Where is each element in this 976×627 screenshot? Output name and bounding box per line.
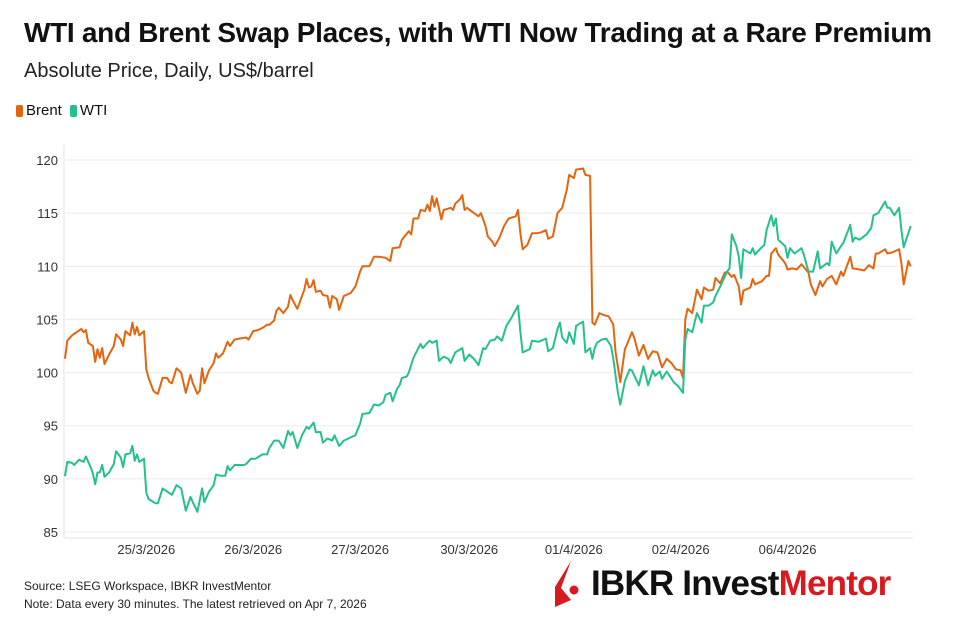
legend-label-brent: Brent [26,102,62,119]
x-tick-label: 06/4/2026 [759,542,817,557]
series-lines [64,167,912,513]
x-tick-label: 25/3/2026 [117,542,175,557]
y-tick-label: 100 [36,366,58,381]
chart-title: WTI and Brent Swap Places, with WTI Now … [24,17,932,48]
legend-swatch-wti [69,104,77,117]
x-tick-label: 27/3/2026 [331,542,389,557]
y-tick-label: 105 [36,312,58,327]
legend-item-wti[interactable]: WTI [69,102,108,119]
legend-swatch-brent [16,104,23,117]
gridlines [63,145,913,539]
y-axis-ticks: 85 90 95 100 105 110 115 120 [36,153,58,540]
y-tick-label: 95 [44,419,58,434]
logo-text-mentor: Mentor [778,564,892,603]
ibkr-logo: IBKR InvestMentor [553,561,891,607]
source-note: Source: LSEG Workspace, IBKR InvestMento… [24,579,272,593]
data-note: Note: Data every 30 minutes. The latest … [24,597,367,611]
legend-item-brent[interactable]: Brent [16,102,62,119]
x-tick-label: 02/4/2026 [652,542,710,557]
x-tick-label: 26/3/2026 [224,542,282,557]
chart-subtitle: Absolute Price, Daily, US$/barrel [24,60,314,82]
logo-text: IBKR InvestMentor [591,564,891,604]
series-line-wti [64,200,912,513]
logo-text-ibkr-invest: IBKR Invest [591,564,779,603]
y-tick-label: 90 [44,472,58,487]
legend: Brent WTI [16,102,111,119]
y-tick-label: 85 [44,525,58,540]
y-tick-label: 120 [36,153,58,168]
x-tick-label: 30/3/2026 [440,542,498,557]
series-line-brent [64,167,912,395]
ibkr-logo-icon [555,561,579,607]
x-tick-label: 01/4/2026 [545,542,603,557]
y-tick-label: 110 [37,259,58,274]
x-axis-ticks: 25/3/2026 26/3/2026 27/3/2026 30/3/2026 01/4… [117,542,816,557]
y-tick-label: 115 [37,206,58,221]
legend-label-wti: WTI [79,102,108,119]
